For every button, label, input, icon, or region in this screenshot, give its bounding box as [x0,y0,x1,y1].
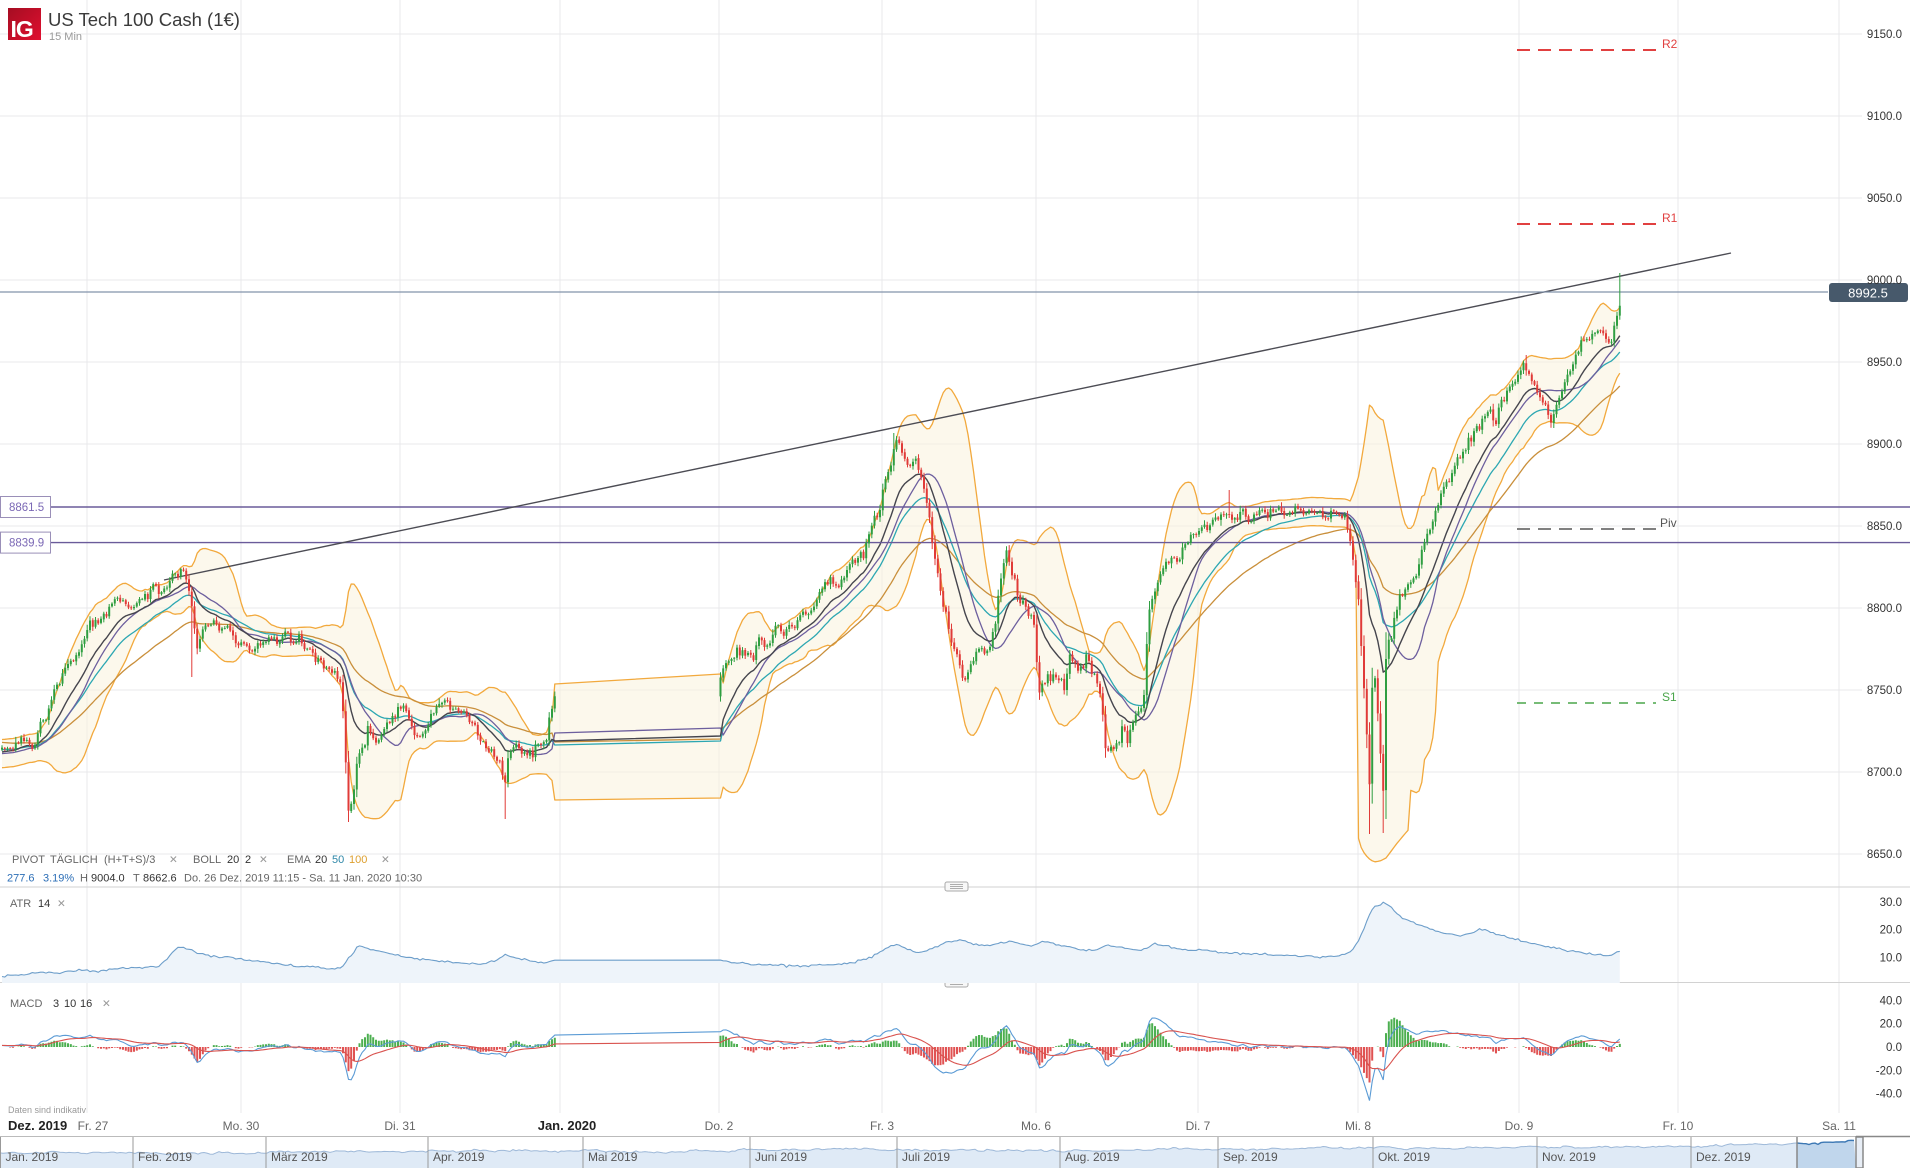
svg-text:8900.0: 8900.0 [1867,439,1902,451]
svg-text:Apr. 2019: Apr. 2019 [433,1150,485,1164]
svg-text:20: 20 [315,854,327,866]
svg-text:8850.0: 8850.0 [1867,521,1902,533]
svg-text:US Tech 100 Cash (1€): US Tech 100 Cash (1€) [48,9,240,30]
svg-text:✕: ✕ [169,854,178,866]
svg-text:Dez. 2019: Dez. 2019 [8,1118,67,1133]
svg-text:16: 16 [80,998,92,1010]
svg-text:8700.0: 8700.0 [1867,767,1902,779]
svg-text:3: 3 [53,998,59,1010]
svg-text:✕: ✕ [57,898,66,910]
svg-text:277.6: 277.6 [7,873,35,885]
svg-text:50: 50 [332,854,344,866]
svg-text:✕: ✕ [102,998,111,1010]
svg-text:Fr. 3: Fr. 3 [870,1119,894,1133]
svg-text:20.0: 20.0 [1880,925,1902,937]
svg-text:Fr. 27: Fr. 27 [78,1119,109,1133]
svg-text:8800.0: 8800.0 [1867,603,1902,615]
svg-text:Okt. 2019: Okt. 2019 [1378,1150,1430,1164]
svg-text:30.0: 30.0 [1880,897,1902,909]
svg-text:✕: ✕ [259,854,268,866]
svg-text:20.0: 20.0 [1880,1019,1902,1031]
svg-text:R2: R2 [1662,37,1678,51]
svg-text:S1: S1 [1662,690,1677,704]
svg-text:3.19%: 3.19% [43,873,74,885]
svg-text:9150.0: 9150.0 [1867,29,1902,41]
svg-text:Aug. 2019: Aug. 2019 [1065,1150,1120,1164]
svg-text:8662.6: 8662.6 [143,873,177,885]
svg-text:(H+T+S)/3: (H+T+S)/3 [104,854,155,866]
svg-text:IG: IG [11,16,33,42]
svg-text:✕: ✕ [381,854,390,866]
svg-text:8650.0: 8650.0 [1867,849,1902,861]
svg-text:2: 2 [245,854,251,866]
svg-text:Jan. 2020: Jan. 2020 [538,1118,597,1133]
svg-text:8950.0: 8950.0 [1867,357,1902,369]
svg-text:Mo. 30: Mo. 30 [223,1119,260,1133]
svg-text:Do. 2: Do. 2 [705,1119,734,1133]
svg-text:9100.0: 9100.0 [1867,111,1902,123]
svg-text:R1: R1 [1662,211,1678,225]
svg-text:20: 20 [227,854,239,866]
svg-text:MACD: MACD [10,998,42,1010]
svg-text:-20.0: -20.0 [1876,1065,1902,1077]
svg-text:Nov. 2019: Nov. 2019 [1542,1150,1596,1164]
svg-text:9004.0: 9004.0 [91,873,125,885]
svg-text:Piv: Piv [1660,516,1677,530]
svg-text:Juli 2019: Juli 2019 [902,1150,950,1164]
svg-text:8861.5: 8861.5 [9,502,44,514]
svg-text:0.0: 0.0 [1886,1042,1902,1054]
svg-text:Fr. 10: Fr. 10 [1663,1119,1694,1133]
svg-text:Jan. 2019: Jan. 2019 [6,1150,59,1164]
svg-text:Do. 26 Dez. 2019 11:15 - Sa. 1: Do. 26 Dez. 2019 11:15 - Sa. 11 Jan. 202… [184,873,422,885]
svg-text:8750.0: 8750.0 [1867,685,1902,697]
svg-text:Mai 2019: Mai 2019 [588,1150,638,1164]
svg-text:H: H [80,873,88,885]
svg-text:Do. 9: Do. 9 [1505,1119,1534,1133]
svg-text:Sa. 11: Sa. 11 [1822,1119,1856,1133]
svg-text:10: 10 [64,998,76,1010]
svg-text:15 Min: 15 Min [49,31,82,43]
svg-text:März 2019: März 2019 [271,1150,328,1164]
svg-text:EMA: EMA [287,854,312,866]
svg-text:T: T [133,873,140,885]
svg-text:Mi. 8: Mi. 8 [1345,1119,1371,1133]
svg-text:8992.5: 8992.5 [1848,286,1888,301]
svg-text:8839.9: 8839.9 [9,538,44,550]
svg-text:Dez. 2019: Dez. 2019 [1696,1150,1751,1164]
svg-text:Feb. 2019: Feb. 2019 [138,1150,192,1164]
svg-text:Sep. 2019: Sep. 2019 [1223,1150,1278,1164]
svg-text:40.0: 40.0 [1880,995,1902,1007]
svg-text:Di. 31: Di. 31 [384,1119,416,1133]
svg-text:Di. 7: Di. 7 [1186,1119,1211,1133]
svg-text:Mo. 6: Mo. 6 [1021,1119,1051,1133]
svg-text:14: 14 [38,898,50,910]
svg-text:BOLL: BOLL [193,854,221,866]
svg-text:9050.0: 9050.0 [1867,193,1902,205]
svg-text:-40.0: -40.0 [1876,1089,1902,1101]
svg-text:PIVOT: PIVOT [12,854,45,866]
svg-text:Daten sind indikativ: Daten sind indikativ [8,1105,87,1115]
svg-text:ATR: ATR [10,898,31,910]
svg-text:Juni 2019: Juni 2019 [755,1150,807,1164]
svg-text:TÄGLICH: TÄGLICH [50,854,98,866]
svg-text:10.0: 10.0 [1880,953,1902,965]
svg-text:100: 100 [349,854,367,866]
svg-text:9000.0: 9000.0 [1867,275,1902,287]
